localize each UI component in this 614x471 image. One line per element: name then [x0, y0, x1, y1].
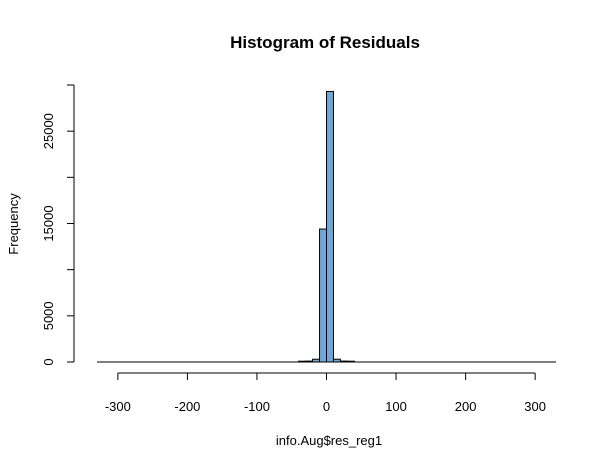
histogram-bar-4: [326, 90, 334, 363]
y-tick-label-1: 5000: [41, 301, 56, 330]
histogram-bar-3: [319, 228, 327, 363]
histogram-bar-2: [312, 358, 321, 363]
x-axis: -300 -200 -100 0 100 200 300: [105, 372, 546, 414]
x-tick-label-5: 200: [455, 399, 477, 414]
chart-title: Histogram of Residuals: [230, 33, 420, 52]
y-axis: 0 5000 15000 25000: [41, 84, 75, 366]
histogram-bar-6: [339, 360, 348, 363]
x-tick-label-6: 300: [524, 399, 546, 414]
x-axis-label: info.Aug$res_reg1: [276, 433, 382, 448]
x-tick-label-2: -100: [244, 399, 270, 414]
histogram-bar-7: [346, 360, 355, 363]
y-axis-label: Frequency: [6, 193, 21, 255]
y-tick-label-2: 15000: [41, 205, 56, 241]
histogram-bar-5: [332, 358, 341, 363]
x-tick-label-3: 0: [323, 399, 330, 414]
x-tick-label-4: 100: [385, 399, 407, 414]
x-tick-label-0: -300: [105, 399, 131, 414]
histogram-bar-0: [298, 360, 307, 363]
histogram-bar-1: [305, 360, 314, 363]
bars-group: [97, 90, 556, 363]
y-tick-label-3: 25000: [41, 113, 56, 149]
x-tick-label-1: -200: [174, 399, 200, 414]
y-tick-label-0: 0: [41, 358, 56, 365]
